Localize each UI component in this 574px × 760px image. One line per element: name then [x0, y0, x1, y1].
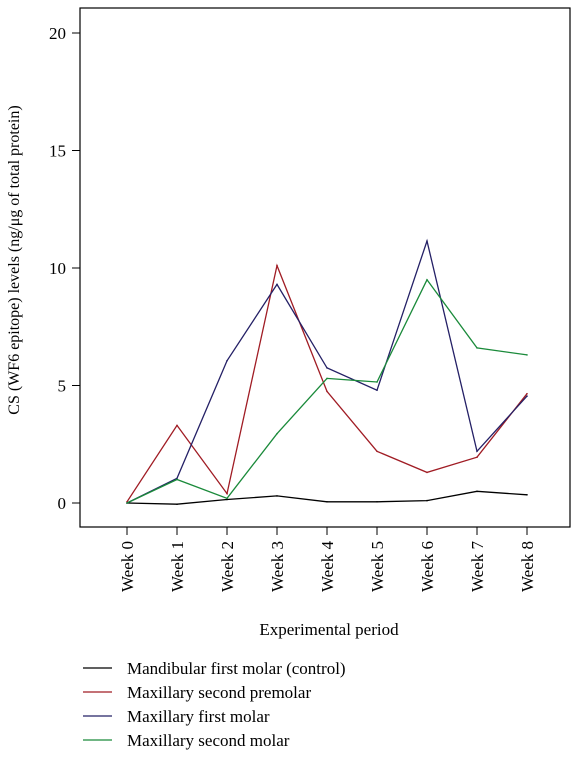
data-point	[276, 283, 278, 286]
series-lines	[126, 238, 528, 506]
x-tick-label: Week 4	[318, 541, 337, 593]
data-point	[426, 279, 428, 281]
data-point	[376, 450, 378, 453]
data-point	[226, 360, 228, 362]
data-point	[326, 390, 328, 393]
x-tick-label: Week 8	[518, 541, 537, 592]
y-axis: 0 5 10 15 20	[49, 24, 80, 513]
data-point	[176, 424, 178, 427]
x-tick-label: Week 7	[468, 541, 487, 593]
data-point	[476, 347, 478, 349]
data-point	[526, 354, 528, 356]
data-point	[526, 392, 528, 395]
y-tick-label: 5	[58, 377, 67, 396]
y-tick-label: 20	[49, 24, 66, 43]
data-point	[326, 367, 328, 369]
data-point	[476, 490, 478, 493]
legend-label: Maxillary first molar	[127, 707, 270, 726]
y-tick-label: 0	[58, 494, 67, 513]
data-point	[526, 494, 528, 496]
data-point	[376, 389, 378, 392]
data-point	[126, 502, 128, 504]
y-tick-label: 10	[49, 259, 66, 278]
series-line-3	[126, 238, 528, 504]
x-tick-label: Week 1	[168, 541, 187, 592]
data-point	[476, 456, 478, 459]
x-axis: Week 0 Week 1 Week 2 Week 3 Week 4 Week 5 Week…	[118, 527, 537, 592]
data-point	[176, 477, 178, 480]
data-point	[176, 478, 178, 481]
data-point	[226, 498, 228, 501]
legend: Mandibular first molar (control) Maxillar…	[83, 659, 346, 750]
plot-frame	[79, 7, 571, 528]
data-point	[526, 395, 528, 397]
data-point	[276, 264, 278, 267]
x-tick-label: Week 3	[268, 541, 287, 592]
data-point	[226, 492, 228, 495]
legend-label: Mandibular first molar (control)	[127, 659, 346, 678]
data-point	[176, 503, 178, 506]
data-point	[376, 381, 378, 383]
data-point	[426, 499, 428, 502]
legend-label: Maxillary second premolar	[127, 683, 311, 702]
x-tick-label: Week 0	[118, 541, 137, 592]
x-tick-label: Week 2	[218, 541, 237, 592]
data-point	[276, 495, 278, 497]
data-point	[226, 497, 228, 500]
y-tick-label: 15	[49, 142, 66, 161]
data-point	[476, 450, 478, 453]
y-axis-title: CS (WF6 epitope) levels (ng/μg of total …	[6, 105, 23, 414]
data-point	[426, 471, 428, 474]
x-axis-title: Experimental period	[259, 620, 399, 639]
data-point	[326, 377, 328, 380]
series-line-2	[126, 263, 528, 503]
legend-label: Maxillary second molar	[127, 731, 290, 750]
x-tick-label: Week 6	[418, 541, 437, 592]
data-point	[276, 432, 278, 435]
data-point	[376, 501, 378, 503]
data-point	[326, 501, 328, 503]
data-point	[426, 240, 428, 242]
x-tick-label: Week 5	[368, 541, 387, 592]
